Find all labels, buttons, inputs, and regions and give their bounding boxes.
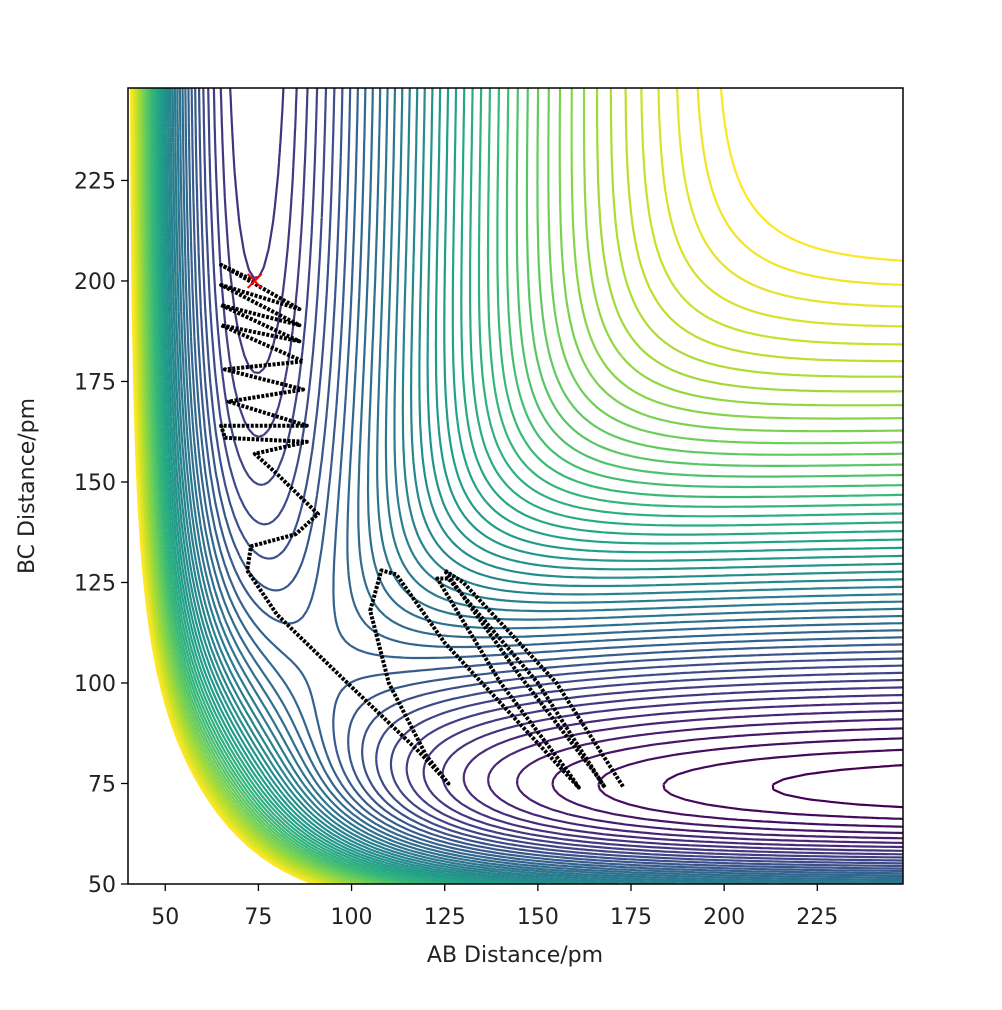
contour-line	[156, 88, 903, 884]
y-tick-label: 150	[74, 471, 116, 496]
contour-line	[154, 88, 903, 884]
contour-line	[140, 88, 903, 884]
plot-frame	[127, 87, 904, 885]
y-axis-label: BC Distance/pm	[15, 398, 40, 574]
contour-line	[198, 88, 903, 868]
start-marker	[246, 273, 263, 289]
contour-line	[137, 88, 903, 884]
x-tick-label: 200	[703, 905, 745, 930]
contour-line	[148, 88, 903, 884]
contour-line	[157, 88, 903, 884]
contour-line	[771, 764, 903, 809]
y-tick-label: 200	[74, 270, 116, 295]
contour-line	[171, 88, 903, 884]
x-tick-label: 100	[331, 905, 373, 930]
contour-line	[159, 88, 903, 884]
contour-line	[597, 737, 903, 828]
contour-line	[219, 88, 903, 856]
contour-line	[165, 88, 903, 884]
contour-line	[143, 88, 903, 884]
trajectory-layer	[219, 262, 626, 790]
contour-line	[145, 88, 903, 884]
contour-line	[187, 88, 903, 875]
x-tick-label: 150	[517, 905, 559, 930]
contour-line	[151, 88, 903, 884]
x-tick-label: 50	[151, 905, 179, 930]
contour-line	[136, 88, 903, 884]
contour-line	[134, 88, 903, 884]
contour-line	[153, 88, 903, 884]
contour-line	[139, 88, 903, 884]
contour-line	[176, 88, 903, 883]
y-tick-label: 50	[88, 873, 116, 898]
y-tick-label: 225	[74, 169, 116, 194]
contour-layer	[130, 88, 903, 884]
contour-line	[662, 748, 903, 820]
x-tick-label: 175	[610, 905, 652, 930]
contour-line	[487, 709, 903, 844]
contour-line	[551, 727, 903, 835]
trajectory	[219, 262, 626, 790]
x-tick-label: 225	[796, 905, 838, 930]
contour-line	[144, 88, 903, 884]
y-tick-label: 75	[88, 772, 116, 797]
contour-line	[130, 88, 903, 884]
contour-line	[190, 88, 903, 872]
contour-line	[147, 88, 903, 884]
contour-line	[161, 88, 903, 884]
contour-line	[181, 88, 903, 879]
x-tick-label: 75	[244, 905, 272, 930]
y-tick-label: 100	[74, 672, 116, 697]
contour-line	[462, 701, 903, 849]
contour-line	[173, 88, 903, 884]
contour-line	[167, 88, 903, 884]
contour-line	[178, 88, 903, 881]
x-axis-label: AB Distance/pm	[427, 943, 603, 968]
contour-line	[207, 88, 903, 862]
contour-line	[194, 88, 903, 870]
y-tick-label: 125	[74, 571, 116, 596]
contour-line	[163, 88, 903, 884]
contour-line	[150, 88, 903, 884]
contour-line	[184, 88, 903, 877]
x-tick-label: 125	[424, 905, 466, 930]
contour-line	[133, 88, 903, 884]
contour-line	[141, 88, 903, 884]
y-tick-label: 175	[74, 370, 116, 395]
